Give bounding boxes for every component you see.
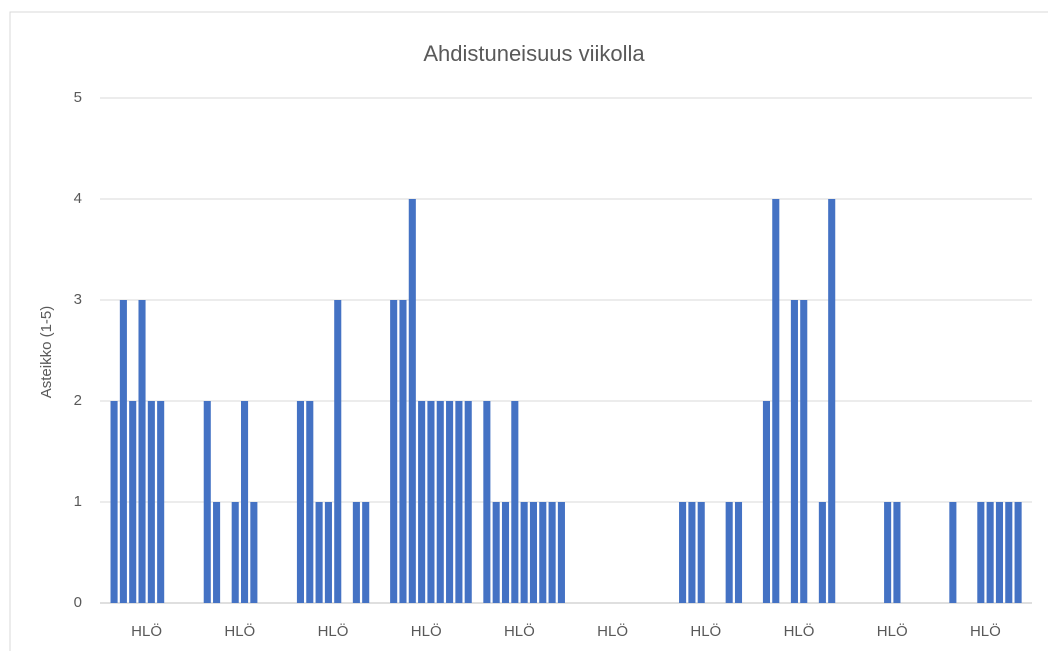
bar	[446, 401, 454, 603]
bar	[119, 300, 127, 603]
bar	[157, 401, 165, 603]
bar	[427, 401, 435, 603]
bar	[529, 502, 538, 603]
bar	[418, 401, 426, 603]
bar	[362, 502, 370, 603]
x-tick-label: HLÖ	[411, 622, 442, 640]
bar	[1014, 502, 1022, 603]
bar	[492, 502, 500, 603]
bar	[548, 502, 556, 603]
x-tick-label: HLÖ	[877, 622, 908, 640]
bar	[884, 502, 892, 603]
x-tick-label: HLÖ	[690, 622, 721, 640]
y-tick-label: 4	[74, 190, 82, 207]
bar	[334, 300, 342, 603]
bar	[399, 300, 407, 603]
y-axis-label: Asteikko (1-5)	[38, 306, 55, 399]
bar	[306, 401, 314, 603]
bar	[734, 502, 743, 603]
bar	[138, 300, 146, 603]
chart-border	[9, 11, 1048, 651]
bar	[241, 401, 249, 603]
bar	[520, 502, 528, 603]
bar	[296, 401, 305, 603]
x-tick-label: HLÖ	[970, 622, 1001, 640]
bar	[557, 502, 565, 603]
bar	[203, 401, 211, 603]
x-tick-label: HLÖ	[784, 622, 815, 640]
bar	[995, 502, 1004, 603]
bar	[1005, 502, 1013, 603]
bar	[800, 300, 808, 603]
bar	[129, 401, 137, 603]
bar	[315, 502, 323, 603]
bar	[455, 401, 463, 603]
bar	[697, 502, 705, 603]
chart-title: Ahdistuneisuus viikolla	[423, 41, 645, 66]
bar	[679, 502, 687, 603]
bar	[324, 502, 332, 603]
bar	[231, 502, 239, 603]
bar	[483, 401, 491, 603]
bar	[893, 502, 901, 603]
x-tick-label: HLÖ	[318, 622, 349, 640]
bar	[828, 199, 836, 603]
bar	[818, 502, 826, 603]
y-tick-label: 3	[74, 291, 82, 308]
bar	[464, 401, 472, 603]
bar	[977, 502, 985, 603]
bar	[762, 401, 771, 603]
bar	[436, 401, 444, 603]
x-tick-label: HLÖ	[224, 622, 255, 640]
x-tick-label: HLÖ	[131, 622, 162, 640]
y-tick-label: 0	[74, 594, 82, 611]
bar	[790, 300, 798, 603]
bar	[352, 502, 360, 603]
bar	[147, 401, 155, 603]
y-tick-label: 5	[74, 89, 82, 106]
y-tick-label: 2	[74, 392, 82, 409]
bar	[539, 502, 547, 603]
bar	[986, 502, 994, 603]
bar	[949, 502, 957, 603]
bar	[688, 502, 696, 603]
bar	[250, 502, 258, 603]
bar	[390, 300, 398, 603]
bar	[213, 502, 221, 603]
x-tick-label: HLÖ	[597, 622, 628, 640]
y-tick-label: 1	[74, 493, 82, 510]
x-tick-label: HLÖ	[504, 622, 535, 640]
bar	[725, 502, 733, 603]
bar	[110, 401, 118, 603]
bar	[501, 502, 510, 603]
bar	[772, 199, 780, 603]
bar	[511, 401, 519, 603]
bar	[408, 199, 416, 603]
